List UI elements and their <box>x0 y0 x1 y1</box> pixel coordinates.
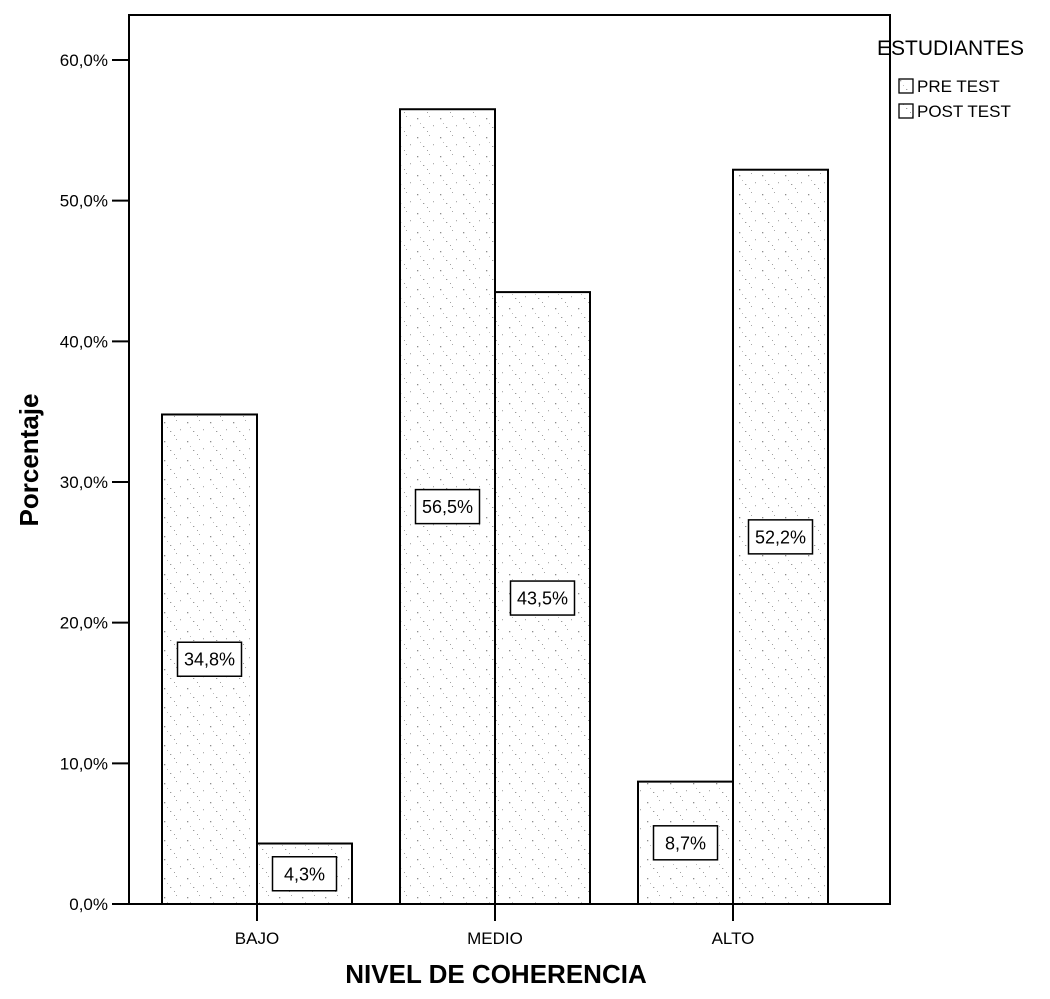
x-tick-label: MEDIO <box>467 929 523 948</box>
x-axis-title: NIVEL DE COHERENCIA <box>345 959 647 989</box>
y-tick-label: 40,0% <box>60 332 108 351</box>
data-label: 4,3% <box>284 864 325 884</box>
data-label-box <box>414 488 481 525</box>
y-tick-label: 10,0% <box>60 754 108 773</box>
data-label: 56,5% <box>422 497 473 517</box>
data-label-box <box>176 641 243 677</box>
y-tick-label: 0,0% <box>69 895 108 914</box>
data-label: 43,5% <box>517 589 568 609</box>
legend: ESTUDIANTES PRE TEST POST TEST <box>877 37 1024 121</box>
legend-swatch-post-test <box>898 103 914 119</box>
legend-label-post-test: POST TEST <box>917 102 1011 121</box>
y-axis-title: Porcentaje <box>14 394 44 527</box>
y-tick-label: 30,0% <box>60 473 108 492</box>
y-tick-label: 20,0% <box>60 614 108 633</box>
data-label-box <box>271 856 338 892</box>
data-label: 52,2% <box>755 527 806 547</box>
legend-swatch-pre-test <box>898 78 914 94</box>
data-label: 8,7% <box>665 833 706 853</box>
data-label-box <box>747 519 814 555</box>
legend-label-pre-test: PRE TEST <box>917 77 1000 96</box>
x-tick-label: BAJO <box>235 929 279 948</box>
data-label-box <box>509 580 576 616</box>
legend-title: ESTUDIANTES <box>877 37 1024 60</box>
data-label-box <box>652 825 719 861</box>
y-tick-label: 50,0% <box>60 192 108 211</box>
x-tick-label: ALTO <box>712 929 755 948</box>
data-label: 34,8% <box>184 650 235 670</box>
y-tick-label: 60,0% <box>60 51 108 70</box>
